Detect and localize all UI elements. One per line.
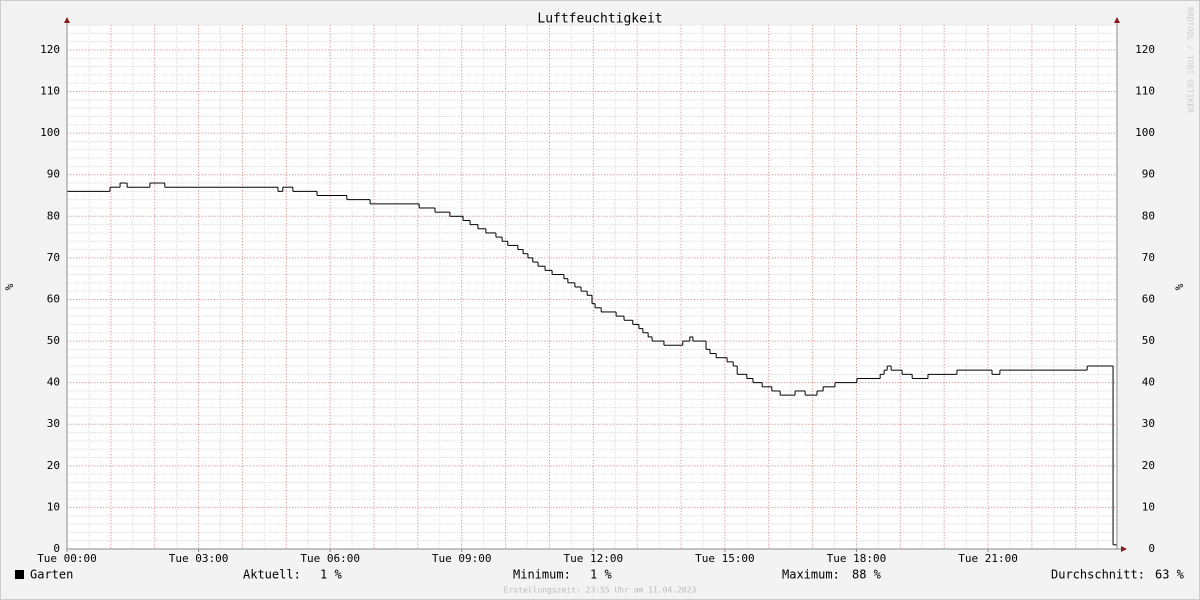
footer: Erstellungszeit: 23:55 Uhr am 11.04.2023 bbox=[504, 586, 697, 595]
x-tick-label: Tue 12:00 bbox=[564, 552, 624, 565]
y2-tick-label: 50 bbox=[1142, 334, 1155, 347]
y-tick-label: 60 bbox=[47, 292, 60, 305]
y-tick-label: 100 bbox=[40, 126, 60, 139]
y-tick-label: 110 bbox=[40, 85, 60, 98]
y-tick-label: 90 bbox=[47, 168, 60, 181]
x-tick-label: Tue 09:00 bbox=[432, 552, 492, 565]
grid bbox=[66, 24, 1117, 550]
y-tick-label: 0 bbox=[53, 542, 60, 555]
watermark: RRDTOOL / TOBI OETIKER bbox=[1186, 7, 1195, 113]
series bbox=[67, 182, 1117, 546]
arrow bbox=[64, 17, 70, 23]
y2-tick-label: 120 bbox=[1135, 43, 1155, 56]
arrow bbox=[1121, 546, 1127, 552]
y-tick-label: 20 bbox=[47, 459, 60, 472]
y2-tick-label: 90 bbox=[1142, 168, 1155, 181]
y-tick-label: 70 bbox=[47, 251, 60, 264]
y2-tick-label: 0 bbox=[1148, 542, 1155, 555]
y2-tick-label: 10 bbox=[1142, 500, 1155, 513]
y2-tick-label: 20 bbox=[1142, 459, 1155, 472]
stat-label: Maximum: bbox=[782, 568, 840, 582]
y-tick-label: 120 bbox=[40, 43, 60, 56]
y2-tick-label: 110 bbox=[1135, 85, 1155, 98]
stat-label: Durchschnitt: bbox=[1051, 568, 1145, 582]
y2-tick-label: 40 bbox=[1142, 376, 1155, 389]
x-tick-label: Tue 06:00 bbox=[300, 552, 360, 565]
x-tick-label: Tue 00:00 bbox=[37, 552, 97, 565]
stat-value: 88 % bbox=[852, 568, 882, 582]
legend-swatch bbox=[15, 570, 24, 579]
y-tick-label: 40 bbox=[47, 376, 60, 389]
x-tick-label: Tue 18:00 bbox=[827, 552, 887, 565]
y2-tick-label: 70 bbox=[1142, 251, 1155, 264]
y-tick-label: 50 bbox=[47, 334, 60, 347]
y2-tick-label: 30 bbox=[1142, 417, 1155, 430]
plot-area bbox=[67, 25, 1117, 549]
legend-label: Garten bbox=[30, 568, 73, 582]
chart-title: Luftfeuchtigkeit bbox=[537, 12, 662, 27]
y2-tick-label: 80 bbox=[1142, 209, 1155, 222]
y-tick-label: 10 bbox=[47, 500, 60, 513]
y2-tick-label: 100 bbox=[1135, 126, 1155, 139]
y2-tick-label: 60 bbox=[1142, 292, 1155, 305]
stat-value: 1 % bbox=[320, 568, 342, 582]
stat-label: Minimum: bbox=[513, 568, 571, 582]
y-tick-label: 30 bbox=[47, 417, 60, 430]
y-tick-label: 80 bbox=[47, 209, 60, 222]
arrow bbox=[1114, 17, 1120, 23]
stat-value: 63 % bbox=[1155, 568, 1185, 582]
stat-value: 1 % bbox=[590, 568, 612, 582]
y-axis-label: % bbox=[3, 283, 16, 290]
x-tick-label: Tue 15:00 bbox=[695, 552, 755, 565]
x-tick-label: Tue 03:00 bbox=[169, 552, 229, 565]
y2-axis-label: % bbox=[1173, 283, 1186, 290]
stats: Aktuell: 1 % Minimum: 1 % Maximum: 88 % Durchs… bbox=[243, 568, 1185, 582]
x-tick-label: Tue 21:00 bbox=[958, 552, 1018, 565]
stat-label: Aktuell: bbox=[243, 568, 301, 582]
